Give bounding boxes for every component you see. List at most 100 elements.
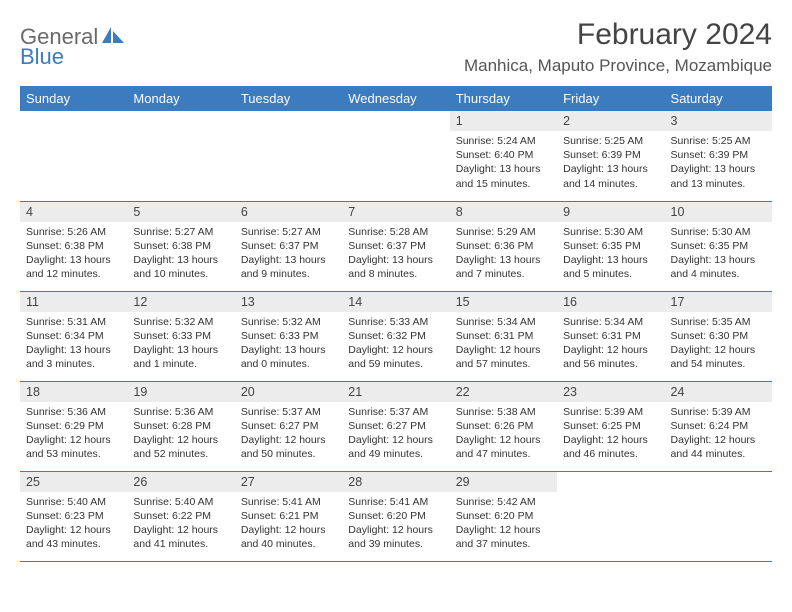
calendar-cell: 20Sunrise: 5:37 AMSunset: 6:27 PMDayligh… bbox=[235, 381, 342, 471]
day-details: Sunrise: 5:28 AMSunset: 6:37 PMDaylight:… bbox=[342, 222, 449, 288]
day-number: 15 bbox=[450, 292, 557, 312]
sunset-text: Sunset: 6:20 PM bbox=[456, 509, 551, 523]
day-details: Sunrise: 5:29 AMSunset: 6:36 PMDaylight:… bbox=[450, 222, 557, 288]
day-details: Sunrise: 5:40 AMSunset: 6:22 PMDaylight:… bbox=[127, 492, 234, 558]
day-number: 8 bbox=[450, 202, 557, 222]
sunset-text: Sunset: 6:39 PM bbox=[671, 148, 766, 162]
calendar-row: 18Sunrise: 5:36 AMSunset: 6:29 PMDayligh… bbox=[20, 381, 772, 471]
day-number: 1 bbox=[450, 111, 557, 131]
sunrise-text: Sunrise: 5:26 AM bbox=[26, 225, 121, 239]
calendar-cell: 11Sunrise: 5:31 AMSunset: 6:34 PMDayligh… bbox=[20, 291, 127, 381]
sunset-text: Sunset: 6:40 PM bbox=[456, 148, 551, 162]
day-number: 27 bbox=[235, 472, 342, 492]
sunset-text: Sunset: 6:20 PM bbox=[348, 509, 443, 523]
calendar-cell: 22Sunrise: 5:38 AMSunset: 6:26 PMDayligh… bbox=[450, 381, 557, 471]
calendar-cell: 1Sunrise: 5:24 AMSunset: 6:40 PMDaylight… bbox=[450, 111, 557, 201]
sunrise-text: Sunrise: 5:37 AM bbox=[241, 405, 336, 419]
calendar-cell: 21Sunrise: 5:37 AMSunset: 6:27 PMDayligh… bbox=[342, 381, 449, 471]
day-number: 16 bbox=[557, 292, 664, 312]
daylight-text: Daylight: 13 hours and 5 minutes. bbox=[563, 253, 658, 281]
calendar-cell: 23 Sunrise: 5:39 AMSunset: 6:25 PMDayligh… bbox=[557, 381, 664, 471]
calendar-cell: 9Sunrise: 5:30 AMSunset: 6:35 PMDaylight… bbox=[557, 201, 664, 291]
weekday-header: Monday bbox=[127, 86, 234, 111]
calendar-cell: 28Sunrise: 5:41 AMSunset: 6:20 PMDayligh… bbox=[342, 471, 449, 561]
calendar-cell: 29Sunrise: 5:42 AMSunset: 6:20 PMDayligh… bbox=[450, 471, 557, 561]
location-subtitle: Manhica, Maputo Province, Mozambique bbox=[464, 56, 772, 76]
day-number: 20 bbox=[235, 382, 342, 402]
sunrise-text: Sunrise: 5:35 AM bbox=[671, 315, 766, 329]
calendar-cell: 27Sunrise: 5:41 AMSunset: 6:21 PMDayligh… bbox=[235, 471, 342, 561]
weekday-header: Saturday bbox=[665, 86, 772, 111]
sunset-text: Sunset: 6:27 PM bbox=[241, 419, 336, 433]
day-details: Sunrise: 5:34 AMSunset: 6:31 PMDaylight:… bbox=[557, 312, 664, 378]
day-details: Sunrise: 5:35 AMSunset: 6:30 PMDaylight:… bbox=[665, 312, 772, 378]
daylight-text: Daylight: 12 hours and 50 minutes. bbox=[241, 433, 336, 461]
brand-sail-icon bbox=[102, 25, 124, 50]
daylight-text: Daylight: 13 hours and 3 minutes. bbox=[26, 343, 121, 371]
daylight-text: Daylight: 13 hours and 12 minutes. bbox=[26, 253, 121, 281]
sunset-text: Sunset: 6:25 PM bbox=[563, 419, 658, 433]
day-number: 9 bbox=[557, 202, 664, 222]
day-number: 23 bbox=[557, 382, 664, 402]
sunrise-text: Sunrise: 5:33 AM bbox=[348, 315, 443, 329]
day-details: Sunrise: 5:30 AMSunset: 6:35 PMDaylight:… bbox=[557, 222, 664, 288]
day-number: 7 bbox=[342, 202, 449, 222]
daylight-text: Daylight: 12 hours and 37 minutes. bbox=[456, 523, 551, 551]
weekday-header: Tuesday bbox=[235, 86, 342, 111]
sunset-text: Sunset: 6:31 PM bbox=[456, 329, 551, 343]
sunrise-text: Sunrise: 5:34 AM bbox=[456, 315, 551, 329]
day-details: Sunrise: 5:42 AMSunset: 6:20 PMDaylight:… bbox=[450, 492, 557, 558]
daylight-text: Daylight: 12 hours and 56 minutes. bbox=[563, 343, 658, 371]
sunset-text: Sunset: 6:37 PM bbox=[348, 239, 443, 253]
daylight-text: Daylight: 12 hours and 46 minutes. bbox=[563, 433, 658, 461]
sunset-text: Sunset: 6:32 PM bbox=[348, 329, 443, 343]
daylight-text: Daylight: 12 hours and 54 minutes. bbox=[671, 343, 766, 371]
sunset-text: Sunset: 6:27 PM bbox=[348, 419, 443, 433]
sunrise-text: Sunrise: 5:25 AM bbox=[671, 134, 766, 148]
calendar-cell: 6Sunrise: 5:27 AMSunset: 6:37 PMDaylight… bbox=[235, 201, 342, 291]
title-block: February 2024 Manhica, Maputo Province, … bbox=[464, 18, 772, 76]
sunset-text: Sunset: 6:28 PM bbox=[133, 419, 228, 433]
sunrise-text: Sunrise: 5:30 AM bbox=[671, 225, 766, 239]
day-details: Sunrise: 5:30 AMSunset: 6:35 PMDaylight:… bbox=[665, 222, 772, 288]
day-details: Sunrise: 5:37 AMSunset: 6:27 PMDaylight:… bbox=[235, 402, 342, 468]
sunrise-text: Sunrise: 5:36 AM bbox=[26, 405, 121, 419]
day-number: 5 bbox=[127, 202, 234, 222]
daylight-text: Daylight: 13 hours and 4 minutes. bbox=[671, 253, 766, 281]
day-details: Sunrise: 5:27 AMSunset: 6:38 PMDaylight:… bbox=[127, 222, 234, 288]
day-details: Sunrise: 5:39 AMSunset: 6:24 PMDaylight:… bbox=[665, 402, 772, 468]
day-number: 3 bbox=[665, 111, 772, 131]
day-details bbox=[235, 117, 342, 126]
calendar-cell bbox=[342, 111, 449, 201]
sunrise-text: Sunrise: 5:39 AM bbox=[563, 405, 658, 419]
sunset-text: Sunset: 6:22 PM bbox=[133, 509, 228, 523]
calendar-cell: 15 Sunrise: 5:34 AMSunset: 6:31 PMDayligh… bbox=[450, 291, 557, 381]
day-details: Sunrise: 5:38 AMSunset: 6:26 PMDaylight:… bbox=[450, 402, 557, 468]
calendar-cell bbox=[557, 471, 664, 561]
weekday-header: Wednesday bbox=[342, 86, 449, 111]
sunrise-text: Sunrise: 5:25 AM bbox=[563, 134, 658, 148]
sunset-text: Sunset: 6:26 PM bbox=[456, 419, 551, 433]
sunrise-text: Sunrise: 5:42 AM bbox=[456, 495, 551, 509]
sunrise-text: Sunrise: 5:37 AM bbox=[348, 405, 443, 419]
sunset-text: Sunset: 6:23 PM bbox=[26, 509, 121, 523]
day-number: 14 bbox=[342, 292, 449, 312]
day-details: Sunrise: 5:32 AMSunset: 6:33 PMDaylight:… bbox=[127, 312, 234, 378]
day-number: 12 bbox=[127, 292, 234, 312]
sunrise-text: Sunrise: 5:31 AM bbox=[26, 315, 121, 329]
calendar-cell: 18Sunrise: 5:36 AMSunset: 6:29 PMDayligh… bbox=[20, 381, 127, 471]
daylight-text: Daylight: 12 hours and 47 minutes. bbox=[456, 433, 551, 461]
daylight-text: Daylight: 13 hours and 15 minutes. bbox=[456, 162, 551, 190]
daylight-text: Daylight: 12 hours and 40 minutes. bbox=[241, 523, 336, 551]
calendar-row: 25Sunrise: 5:40 AMSunset: 6:23 PMDayligh… bbox=[20, 471, 772, 561]
weekday-header: Thursday bbox=[450, 86, 557, 111]
daylight-text: Daylight: 12 hours and 57 minutes. bbox=[456, 343, 551, 371]
sunset-text: Sunset: 6:37 PM bbox=[241, 239, 336, 253]
sunrise-text: Sunrise: 5:40 AM bbox=[133, 495, 228, 509]
day-number: 13 bbox=[235, 292, 342, 312]
sunset-text: Sunset: 6:21 PM bbox=[241, 509, 336, 523]
calendar-cell: 4Sunrise: 5:26 AMSunset: 6:38 PMDaylight… bbox=[20, 201, 127, 291]
daylight-text: Daylight: 12 hours and 44 minutes. bbox=[671, 433, 766, 461]
calendar-cell: 24Sunrise: 5:39 AMSunset: 6:24 PMDayligh… bbox=[665, 381, 772, 471]
daylight-text: Daylight: 12 hours and 43 minutes. bbox=[26, 523, 121, 551]
